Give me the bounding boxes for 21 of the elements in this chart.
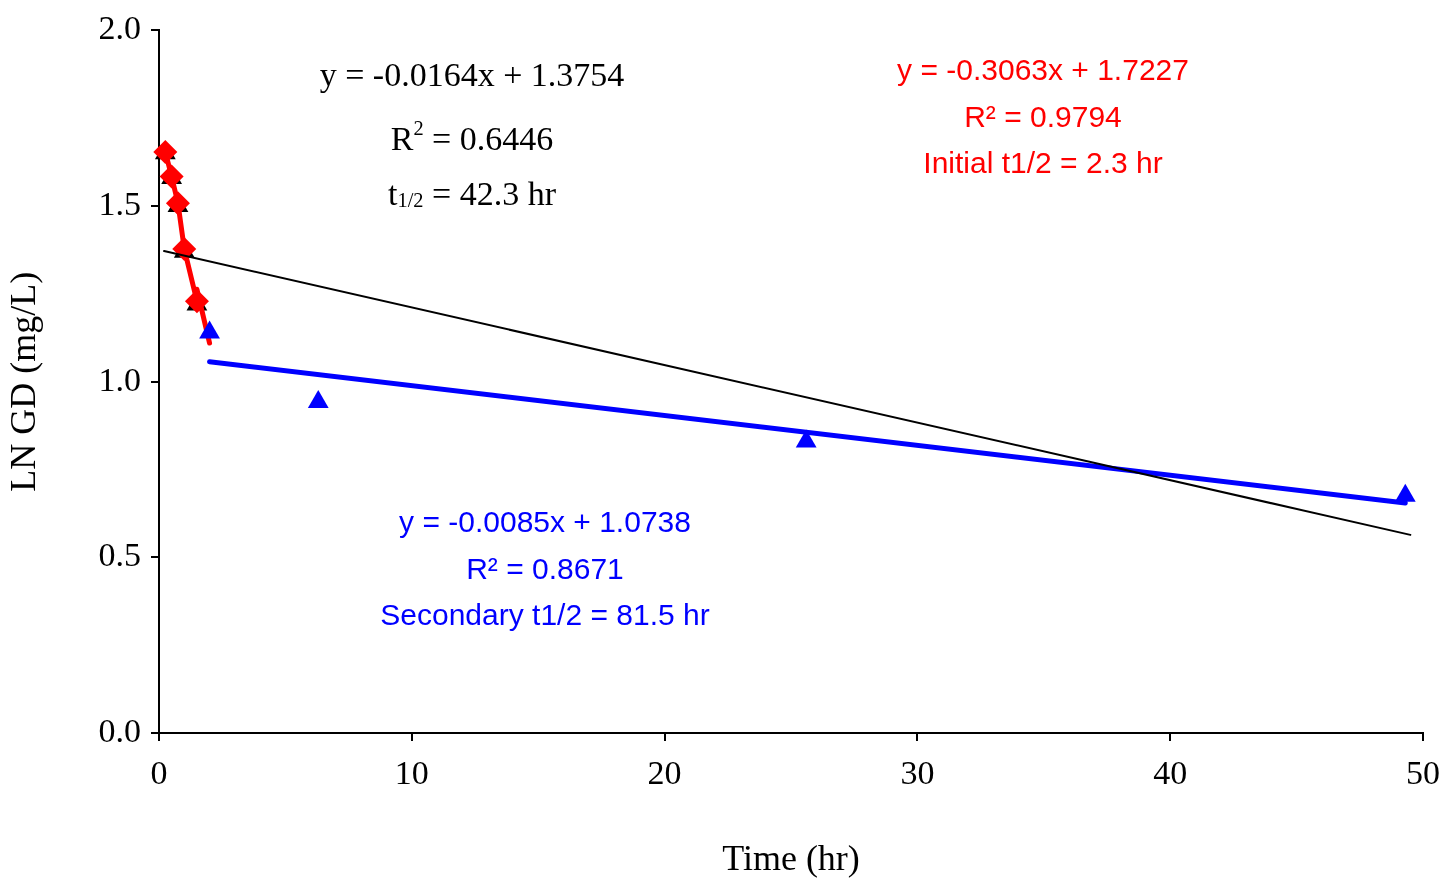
x-tick-label: 20 xyxy=(647,754,682,792)
annotation: Initial t1/2 = 2.3 hr xyxy=(923,146,1163,179)
x-tick-label: 50 xyxy=(1406,754,1440,792)
annotation: t1/2 = 42.3 hr xyxy=(388,175,557,212)
annotation: y = -0.3063x + 1.7227 xyxy=(897,53,1189,86)
annotation: R² = 0.9794 xyxy=(964,100,1122,133)
x-tick-label: 10 xyxy=(394,754,429,792)
y-axis-title: LN GD (mg/L) xyxy=(3,271,44,492)
y-tick-label: 2.0 xyxy=(98,9,141,47)
y-tick-label: 0.0 xyxy=(98,711,141,749)
x-tick-label: 40 xyxy=(1153,754,1188,792)
annotation: y = -0.0085x + 1.0738 xyxy=(399,505,691,538)
x-tick-label: 0 xyxy=(150,754,168,792)
y-tick-label: 1.0 xyxy=(98,360,141,398)
y-tick-label: 0.5 xyxy=(98,536,141,574)
x-axis-title: Time (hr) xyxy=(722,837,860,878)
annotation: y = -0.0164x + 1.3754 xyxy=(319,56,625,93)
annotation: R² = 0.8671 xyxy=(466,552,624,585)
y-tick-label: 1.5 xyxy=(98,184,141,222)
x-tick-label: 30 xyxy=(900,754,935,792)
annotation: Secondary t1/2 = 81.5 hr xyxy=(380,598,710,631)
